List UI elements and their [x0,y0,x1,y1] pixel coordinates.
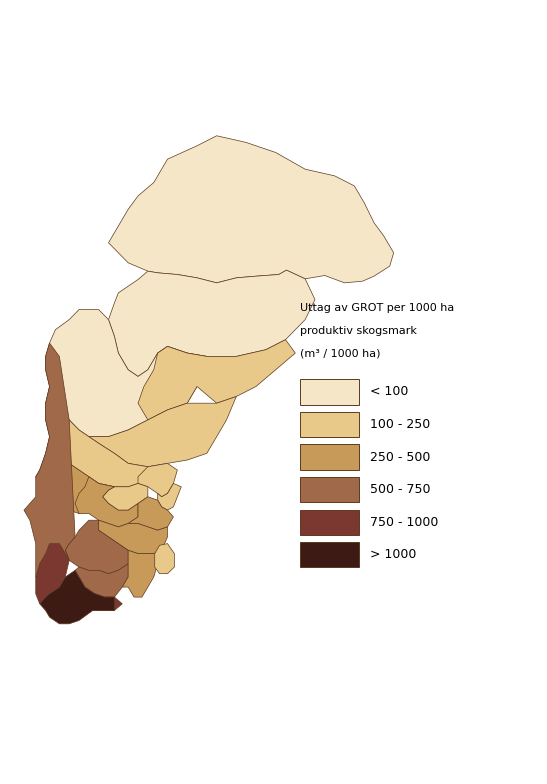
Polygon shape [65,521,128,574]
FancyBboxPatch shape [300,543,359,568]
FancyBboxPatch shape [300,445,359,470]
Text: < 100: < 100 [370,386,409,398]
Polygon shape [89,397,236,466]
FancyBboxPatch shape [300,412,359,437]
Polygon shape [24,343,75,577]
FancyBboxPatch shape [300,510,359,535]
Text: 500 - 750: 500 - 750 [370,483,430,496]
Polygon shape [138,339,295,420]
Polygon shape [40,570,114,624]
Polygon shape [45,310,207,437]
Polygon shape [75,564,128,597]
FancyBboxPatch shape [300,477,359,503]
Polygon shape [75,477,138,527]
Text: Uttag av GROT per 1000 ha: Uttag av GROT per 1000 ha [300,303,455,314]
Polygon shape [123,550,161,597]
Polygon shape [36,543,69,604]
Text: (m³ / 1000 ha): (m³ / 1000 ha) [300,348,381,358]
Polygon shape [108,136,394,283]
FancyBboxPatch shape [300,379,359,405]
Polygon shape [36,437,114,514]
Polygon shape [158,484,181,510]
Polygon shape [45,387,148,487]
Polygon shape [108,270,315,376]
Polygon shape [128,497,173,530]
Polygon shape [83,593,123,611]
Text: 100 - 250: 100 - 250 [370,418,430,431]
Text: > 1000: > 1000 [370,548,416,561]
Polygon shape [98,521,167,554]
Text: 750 - 1000: 750 - 1000 [370,516,438,528]
Polygon shape [103,484,148,510]
Text: produktiv skogsmark: produktiv skogsmark [300,326,417,336]
Text: 250 - 500: 250 - 500 [370,451,430,463]
Polygon shape [155,543,174,574]
Polygon shape [138,463,177,497]
